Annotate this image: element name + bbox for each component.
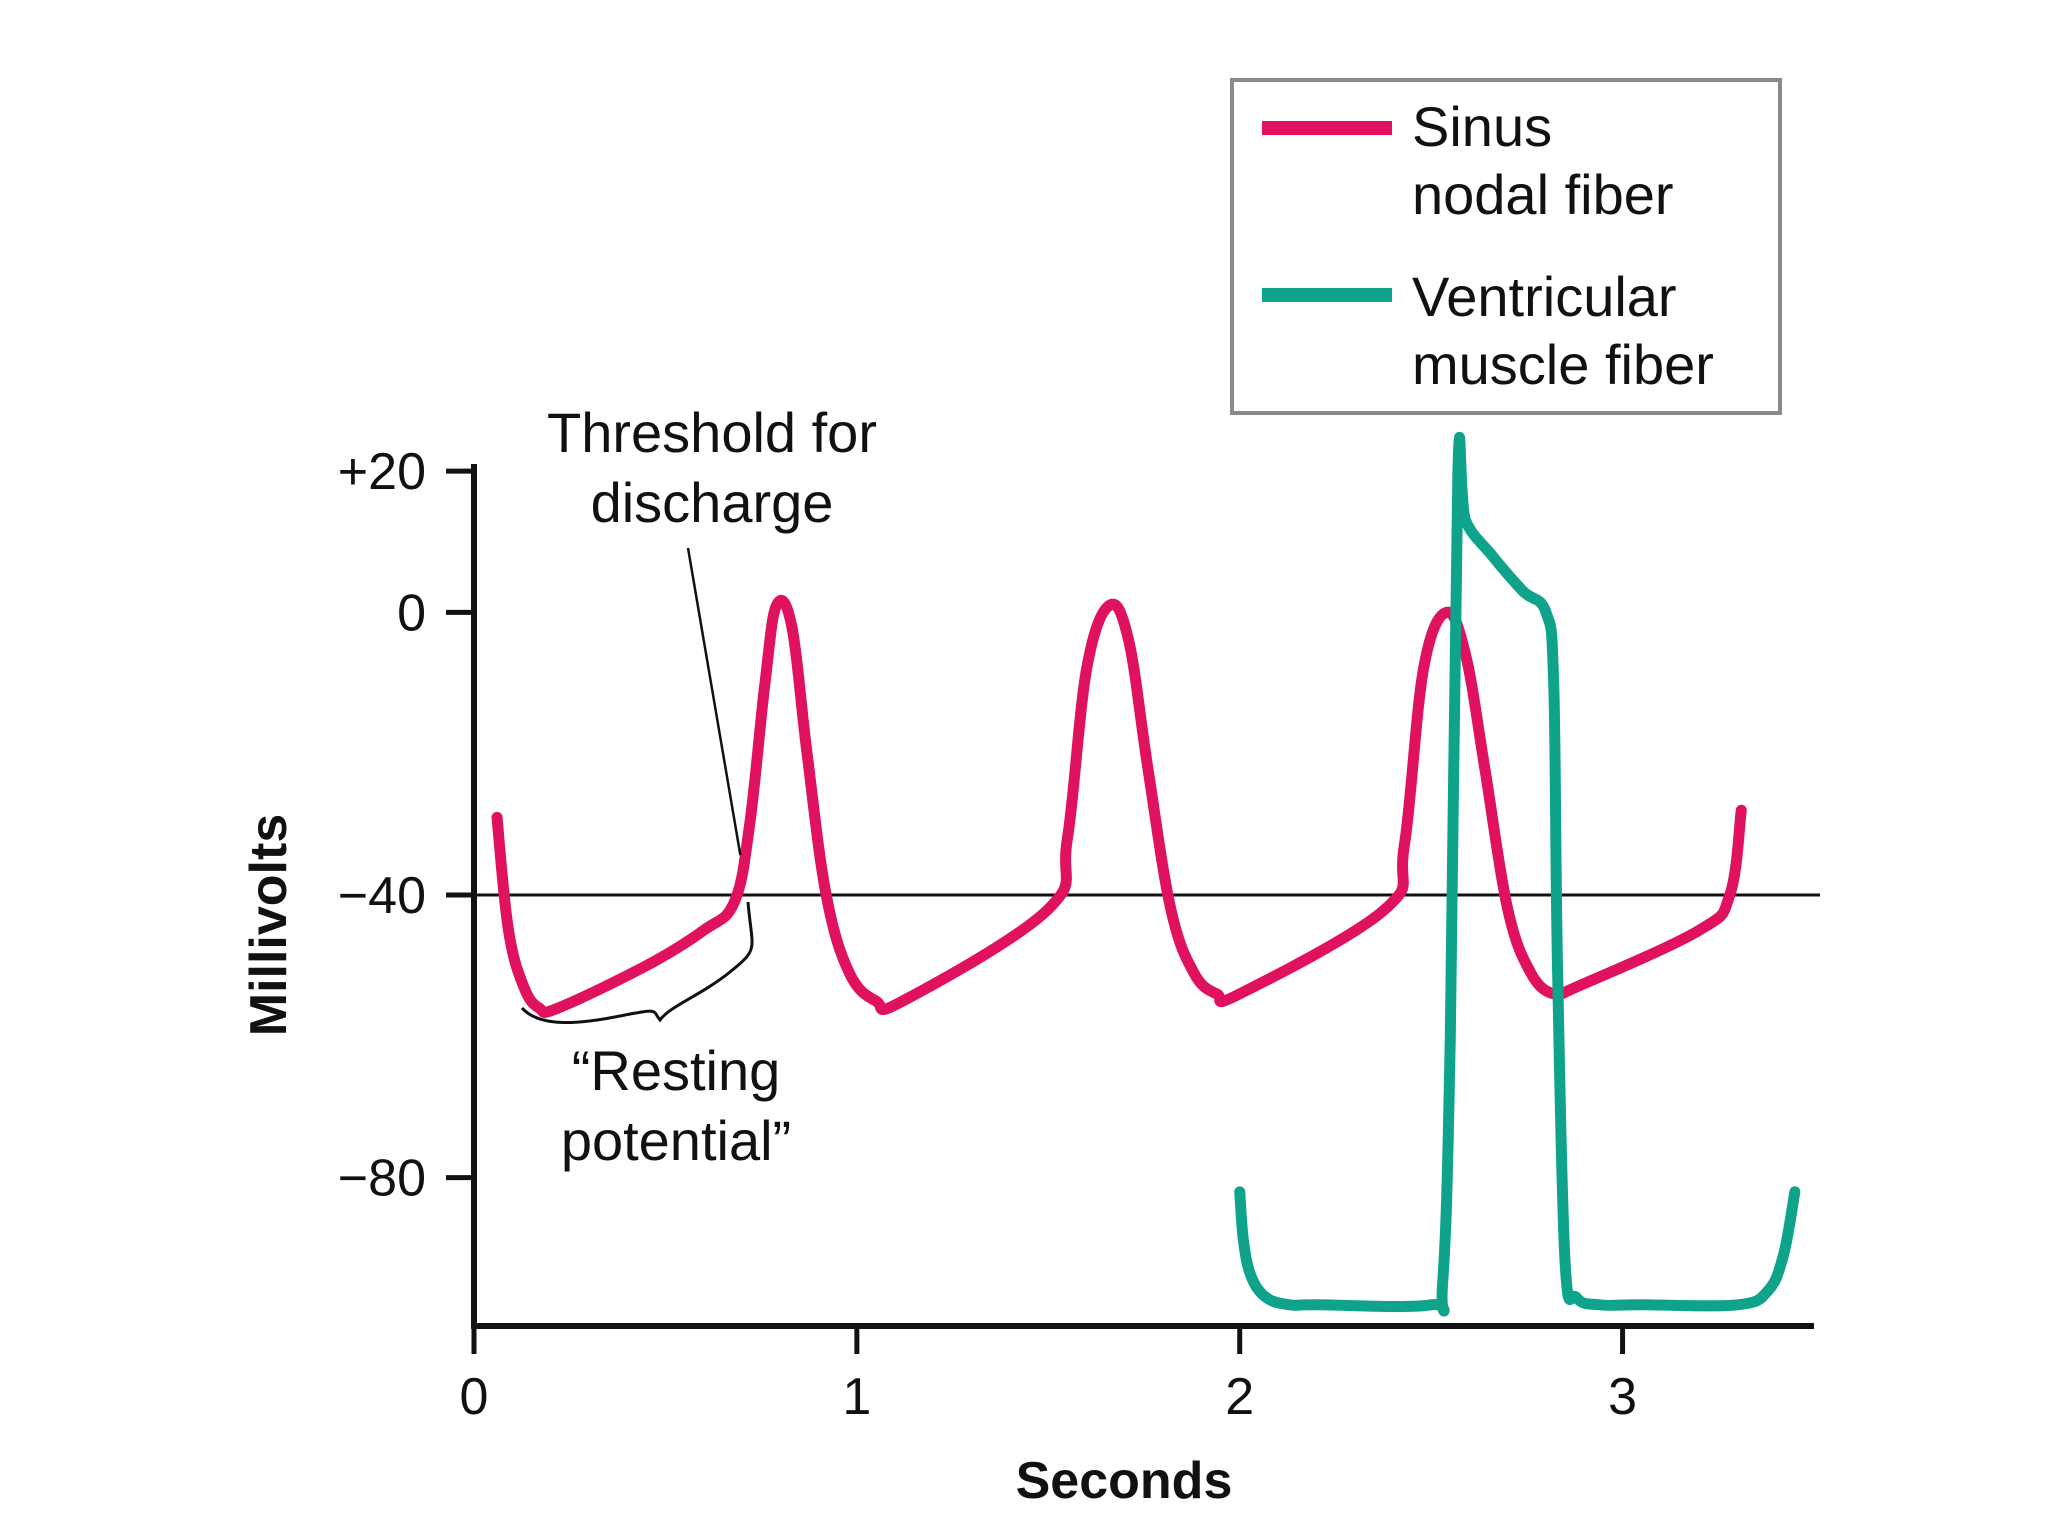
resting-potential-line1: “Resting (572, 1039, 781, 1102)
legend-box (1230, 78, 1782, 415)
series-group (491, 431, 1801, 1317)
x-tick-label: 0 (460, 1368, 489, 1426)
threshold-annotation-line1: Threshold for (547, 401, 877, 464)
y-axis-ticks: +20 0 −40 −80 (338, 443, 474, 1208)
legend-label-ventricular-line2: muscle fiber (1412, 333, 1714, 396)
threshold-pointer-line (686, 547, 742, 856)
y-axis-title: Millivolts (240, 814, 298, 1036)
threshold-annotation-line2: discharge (591, 471, 834, 534)
x-axis-ticks: 0 1 2 3 (460, 1326, 1637, 1426)
threshold-annotation: Threshold for discharge (547, 401, 877, 856)
legend-label-sinus-line2: nodal fiber (1412, 163, 1674, 226)
legend-label-ventricular-line1: Ventricular (1412, 265, 1677, 328)
series-line-sinus-nodal (491, 594, 1747, 1018)
y-tick-label: 0 (397, 584, 426, 642)
y-tick-label: −80 (338, 1150, 426, 1208)
x-tick-label: 2 (1225, 1368, 1254, 1426)
resting-potential-annotation: “Resting potential” (520, 901, 791, 1172)
x-tick-label: 1 (842, 1368, 871, 1426)
x-tick-label: 3 (1608, 1368, 1637, 1426)
legend: Sinus nodal fiber Ventricular muscle fib… (1230, 78, 1782, 415)
resting-potential-brace (520, 901, 754, 1025)
resting-potential-line2: potential” (561, 1109, 791, 1172)
series-line-ventricular-muscle (1234, 431, 1801, 1317)
x-axis-title: Seconds (1016, 1452, 1233, 1510)
y-tick-label: +20 (338, 443, 426, 501)
y-tick-label: −40 (338, 867, 426, 925)
legend-label-sinus-line1: Sinus (1412, 95, 1552, 158)
